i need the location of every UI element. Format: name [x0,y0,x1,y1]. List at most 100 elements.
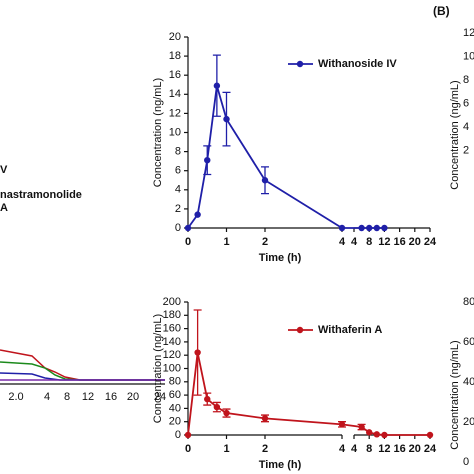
y-tick-label: 140 [163,336,181,348]
legend-label: Withaferin A [318,324,382,336]
data-point [373,431,380,438]
data-point [381,431,388,439]
x-axis-label: Time (h) [259,252,302,264]
y-tick-label: 2 [175,203,181,215]
data-point [213,403,221,411]
x-tick-label: 2 [262,443,268,455]
y-tick-label: 20 [169,31,181,43]
y-tick-label: 4 [175,184,181,196]
x-tick-label: 4 [339,443,346,455]
panel-label: (B) [433,4,450,18]
x-tick-label: 24 [424,236,437,248]
fragment-tick-label: 60 [463,336,474,348]
fragment-tick-label: 40 [463,376,474,388]
y-tick-label: 0 [175,222,181,234]
y-tick-label: 20 [169,416,181,428]
fragment-tick-label: 0 [463,456,469,468]
fragment-line [0,361,165,381]
x-tick-label: 8 [366,236,372,248]
y-tick-label: 16 [169,69,181,81]
fragment-tick-label: 12 [82,391,94,403]
y-tick-label: 160 [163,323,181,335]
legend-marker [296,326,304,334]
fragment-tick-label: 2 [463,144,469,156]
fragment-tick-label: 24 [154,391,166,403]
y-tick-label: 200 [163,296,181,308]
data-point [261,415,269,422]
data-point [358,423,365,431]
fragment-y-label: Concentration (ng/mL) [449,340,461,449]
left-fragment: V nastramonolide A [0,164,165,385]
data-point [194,211,201,218]
data-point [213,82,221,89]
y-tick-label: 6 [175,165,181,177]
y-tick-label: 0 [175,429,181,441]
x-tick-label: 16 [393,443,405,455]
y-tick-label: 8 [175,146,181,158]
x-tick-label: 20 [409,236,421,248]
fragment-tick-label: 4 [463,121,469,133]
data-point [223,115,230,123]
data-point [194,349,201,356]
x-tick-label: 24 [424,443,437,455]
data-point [358,224,365,232]
right-fragment: Concentration (ng/mL) Concentration (ng/… [449,80,461,449]
y-tick-label: 10 [169,126,181,138]
x-tick-label: 0 [185,236,191,248]
data-point [204,156,211,164]
data-point [373,224,380,232]
data-point [261,177,269,184]
fragment-tick-label: 8 [64,391,70,403]
data-point [204,395,211,403]
fragment-line [0,372,165,381]
y-tick-label: 100 [163,362,181,374]
x-tick-label: 4 [339,236,346,248]
x-tick-label: 12 [378,236,390,248]
y-axis-label: Concentration (ng/mL) [152,314,164,423]
x-tick-label: 1 [223,443,229,455]
y-tick-label: 120 [163,349,181,361]
y-tick-label: 14 [169,88,181,100]
data-point [338,421,346,428]
fragment-tick-label: 4 [44,391,50,403]
y-tick-label: 80 [169,376,181,388]
x-tick-label: 4 [351,443,358,455]
data-point [381,224,388,232]
x-tick-label: 4 [351,236,358,248]
y-tick-label: 18 [169,50,181,62]
data-point [366,429,373,436]
fragment-tick-label: 2.0 [8,391,23,403]
fragment-tick-label: 20 [127,391,139,403]
y-tick-label: 60 [169,389,181,401]
data-point [184,224,192,232]
data-line [187,352,430,436]
y-axis-label: Concentration (ng/mL) [152,78,164,187]
y-tick-label: 180 [163,309,181,321]
fragment-tick-label: 80 [463,296,474,308]
legend-text: V [0,164,8,176]
data-point [366,224,373,232]
x-tick-label: 2 [262,236,268,248]
fragment-tick-label: 20 [463,416,474,428]
fragment-tick-label: 12 [463,27,474,39]
x-tick-label: 12 [378,443,390,455]
x-tick-label: 8 [366,443,372,455]
legend-text: nastramonolide [0,189,82,201]
legend-label: Withanoside IV [318,58,397,70]
x-axis-label: Time (h) [259,459,302,471]
fragment-tick-label: 10 [463,50,474,62]
legend-text: A [0,202,8,214]
x-tick-label: 20 [409,443,421,455]
fragment-tick-label: 6 [463,97,469,109]
data-point [338,224,346,232]
data-point [184,431,192,439]
legend-marker [296,60,304,68]
data-point [223,409,230,417]
data-point [426,431,434,439]
fragment-tick-label: 8 [463,74,469,86]
fragment-y-label: Concentration (ng/mL) [449,80,461,189]
fragment-line [0,349,165,381]
x-tick-label: 16 [393,236,405,248]
x-tick-label: 1 [223,236,229,248]
fragment-tick-label: 16 [105,391,117,403]
